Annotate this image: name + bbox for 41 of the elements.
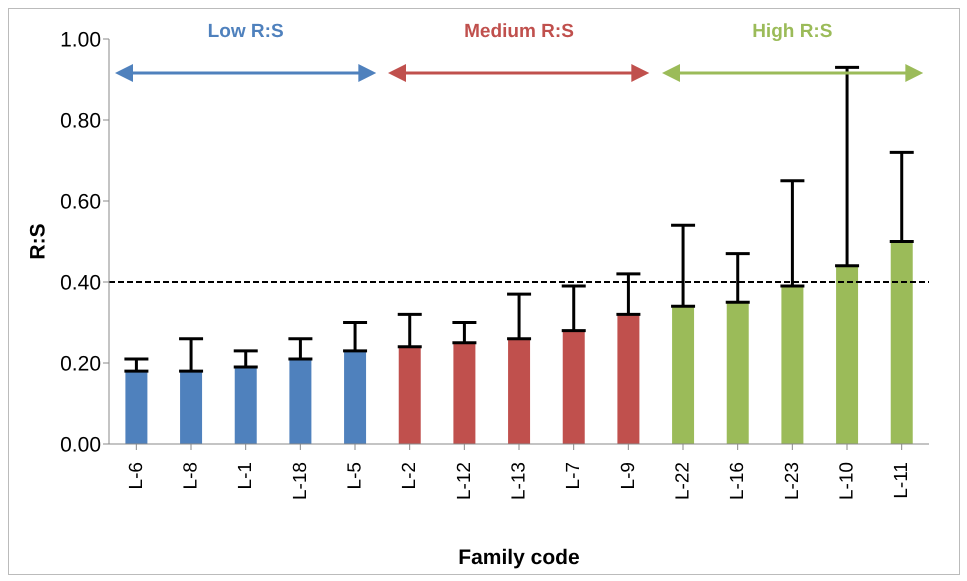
x-tick-label: L-9 <box>618 462 639 490</box>
y-axis-title: R:S <box>26 223 50 260</box>
x-tick-label: L-7 <box>563 462 584 490</box>
y-tick-label: 0.00 <box>60 433 101 456</box>
bar <box>726 302 749 444</box>
annotation: High R:S <box>751 21 834 43</box>
bar <box>125 371 148 444</box>
bar <box>398 346 421 444</box>
x-tick-label: L-6 <box>126 462 147 490</box>
bar <box>617 314 640 444</box>
x-axis-title: Family code <box>458 546 580 569</box>
bar <box>453 342 476 444</box>
x-tick-label: L-13 <box>508 462 530 500</box>
x-tick-label: L-16 <box>727 462 748 500</box>
x-tick-label: L-1 <box>235 462 256 490</box>
x-tick-label: L-10 <box>836 462 858 500</box>
y-tick-label: 0.80 <box>60 109 101 132</box>
bar <box>344 350 366 444</box>
bar <box>781 286 804 444</box>
x-tick-label: L-12 <box>454 462 475 500</box>
annotation: Low R:S <box>206 21 285 43</box>
x-tick-label: L-5 <box>344 462 366 490</box>
x-tick-label: L-2 <box>399 462 420 490</box>
annotation: Medium R:S <box>463 21 575 43</box>
y-tick-label: 1.00 <box>60 28 101 52</box>
bar <box>672 306 694 444</box>
x-tick-label: L-8 <box>180 462 202 490</box>
bar <box>234 367 257 444</box>
bar <box>180 371 202 444</box>
x-tick-label: L-23 <box>782 462 803 500</box>
x-tick-label: L-11 <box>891 462 912 499</box>
x-tick-label: L-18 <box>290 462 311 500</box>
y-tick-label: 0.40 <box>60 271 101 294</box>
x-tick-label: L-22 <box>672 462 694 500</box>
bar <box>890 242 913 444</box>
y-tick-label: 0.20 <box>60 352 101 376</box>
bar <box>836 266 858 444</box>
bar <box>508 338 530 444</box>
y-tick-label: 0.60 <box>60 190 101 214</box>
bar <box>289 358 312 444</box>
bar <box>562 330 585 444</box>
